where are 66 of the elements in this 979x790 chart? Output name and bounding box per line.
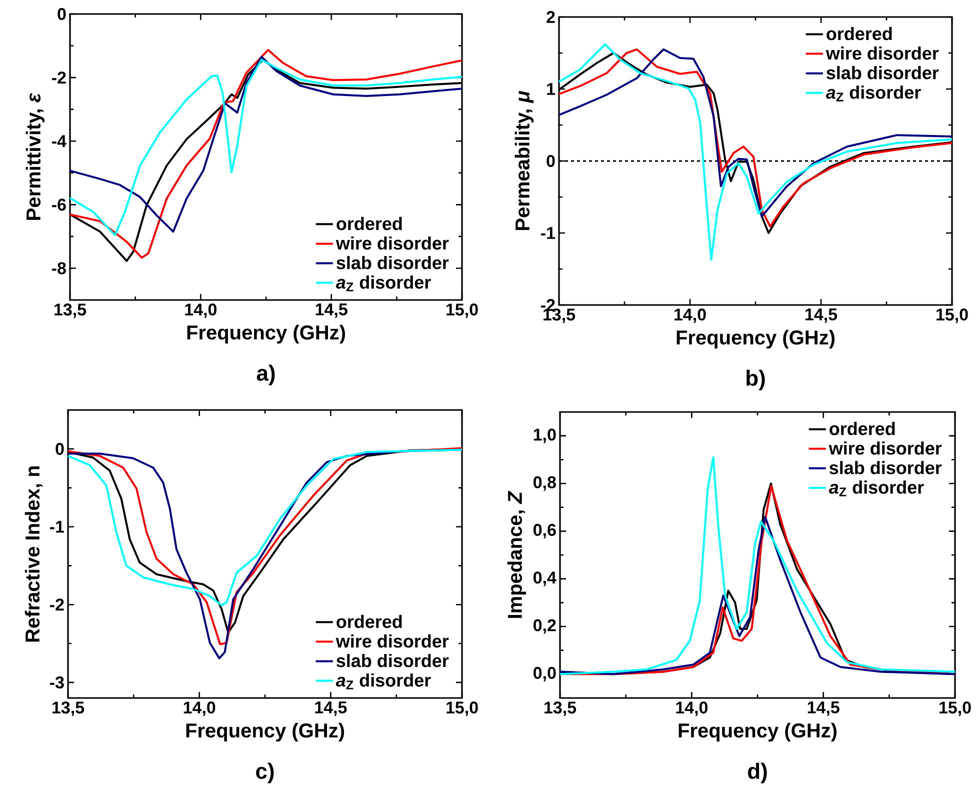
y-tick-label: 0 bbox=[56, 442, 64, 455]
text: d) bbox=[748, 762, 767, 784]
x-tick-label: 14,0 bbox=[184, 702, 216, 716]
legend-label: wire disorder bbox=[828, 441, 942, 455]
x-axis-title: Frequency (GHz) bbox=[676, 330, 834, 349]
x-tick-label: 15,0 bbox=[446, 702, 478, 716]
legend-label: a$_{Z}$ disorder bbox=[828, 480, 924, 496]
x-tick-label: 14,0 bbox=[674, 308, 706, 324]
x-tick-label: 14,5 bbox=[315, 702, 347, 716]
y-tick-label: 1 bbox=[547, 83, 556, 95]
y-tick-label: 0 bbox=[58, 8, 66, 20]
x-tick-label: 13,5 bbox=[544, 702, 576, 716]
x-tick-label: 15,0 bbox=[940, 702, 971, 716]
y-tick-label: -1 bbox=[541, 227, 556, 239]
y-axis-title: Refractive Index, n bbox=[24, 466, 42, 642]
legend-label: a$_{Z}$ disorder bbox=[826, 86, 921, 102]
x-tick-label: 15,0 bbox=[446, 304, 478, 318]
y-axis-title: Permeability, μ bbox=[514, 90, 534, 230]
legend-label: a$_{Z}$ disorder bbox=[336, 276, 431, 292]
y-tick-label: -3 bbox=[50, 676, 64, 688]
text: b) bbox=[746, 370, 765, 390]
legend-label: slab disorder bbox=[336, 256, 449, 270]
legend-label: wire disorder bbox=[336, 236, 449, 250]
line-series bbox=[67, 448, 464, 606]
legend-label: ordered bbox=[336, 216, 402, 230]
legend-label: wire disorder bbox=[826, 46, 939, 60]
legend-label: ordered bbox=[826, 26, 892, 40]
y-tick-label: 0,4 bbox=[534, 572, 556, 586]
legend-label: slab disorder bbox=[336, 654, 449, 668]
x-tick-label: 14,0 bbox=[676, 702, 708, 716]
legend-label: slab disorder bbox=[826, 66, 939, 80]
x-tick-label: 13,5 bbox=[54, 304, 86, 318]
x-axis-title: Frequency (GHz) bbox=[186, 722, 344, 742]
y-tick-label: -2 bbox=[52, 72, 66, 84]
y-axis-title: Permittivity, ε bbox=[26, 92, 44, 220]
y-tick-label: -2 bbox=[50, 598, 64, 611]
y-tick-label: 0,2 bbox=[534, 619, 556, 634]
y-tick-label: 1,0 bbox=[534, 428, 556, 444]
x-tick-label: 13,5 bbox=[52, 702, 84, 716]
line-series bbox=[558, 43, 954, 261]
y-axis-title: Impedance, Z bbox=[507, 490, 526, 618]
y-tick-label: -1 bbox=[50, 520, 64, 533]
x-tick-label: 14,0 bbox=[185, 304, 217, 318]
legend-label: ordered bbox=[830, 422, 895, 436]
line-series bbox=[559, 516, 956, 676]
x-axis-title: Frequency (GHz) bbox=[187, 324, 345, 344]
legend-label: ordered bbox=[336, 614, 402, 628]
legend-label: slab disorder bbox=[830, 461, 942, 474]
y-tick-label: 0,0 bbox=[534, 666, 556, 682]
text: a) bbox=[256, 364, 275, 386]
text: c) bbox=[256, 762, 274, 784]
y-tick-label: -4 bbox=[52, 135, 66, 147]
x-tick-label: 14,5 bbox=[316, 304, 348, 318]
y-tick-label: 0,8 bbox=[534, 476, 556, 491]
x-tick-label: 13,5 bbox=[544, 308, 576, 324]
x-tick-label: 15,0 bbox=[936, 308, 968, 324]
y-tick-label: 2 bbox=[546, 11, 555, 23]
y-tick-label: 0 bbox=[546, 154, 555, 168]
legend-label: a$_{Z}$ disorder bbox=[336, 673, 431, 690]
y-tick-label: -6 bbox=[52, 198, 66, 211]
x-tick-label: 14,5 bbox=[808, 702, 840, 716]
y-tick-label: 0,6 bbox=[534, 524, 556, 538]
legend-label: wire disorder bbox=[336, 634, 449, 648]
x-tick-label: 14,5 bbox=[806, 308, 838, 323]
x-axis-title: Frequency (GHz) bbox=[678, 722, 836, 742]
y-tick-label: -8 bbox=[52, 262, 66, 274]
